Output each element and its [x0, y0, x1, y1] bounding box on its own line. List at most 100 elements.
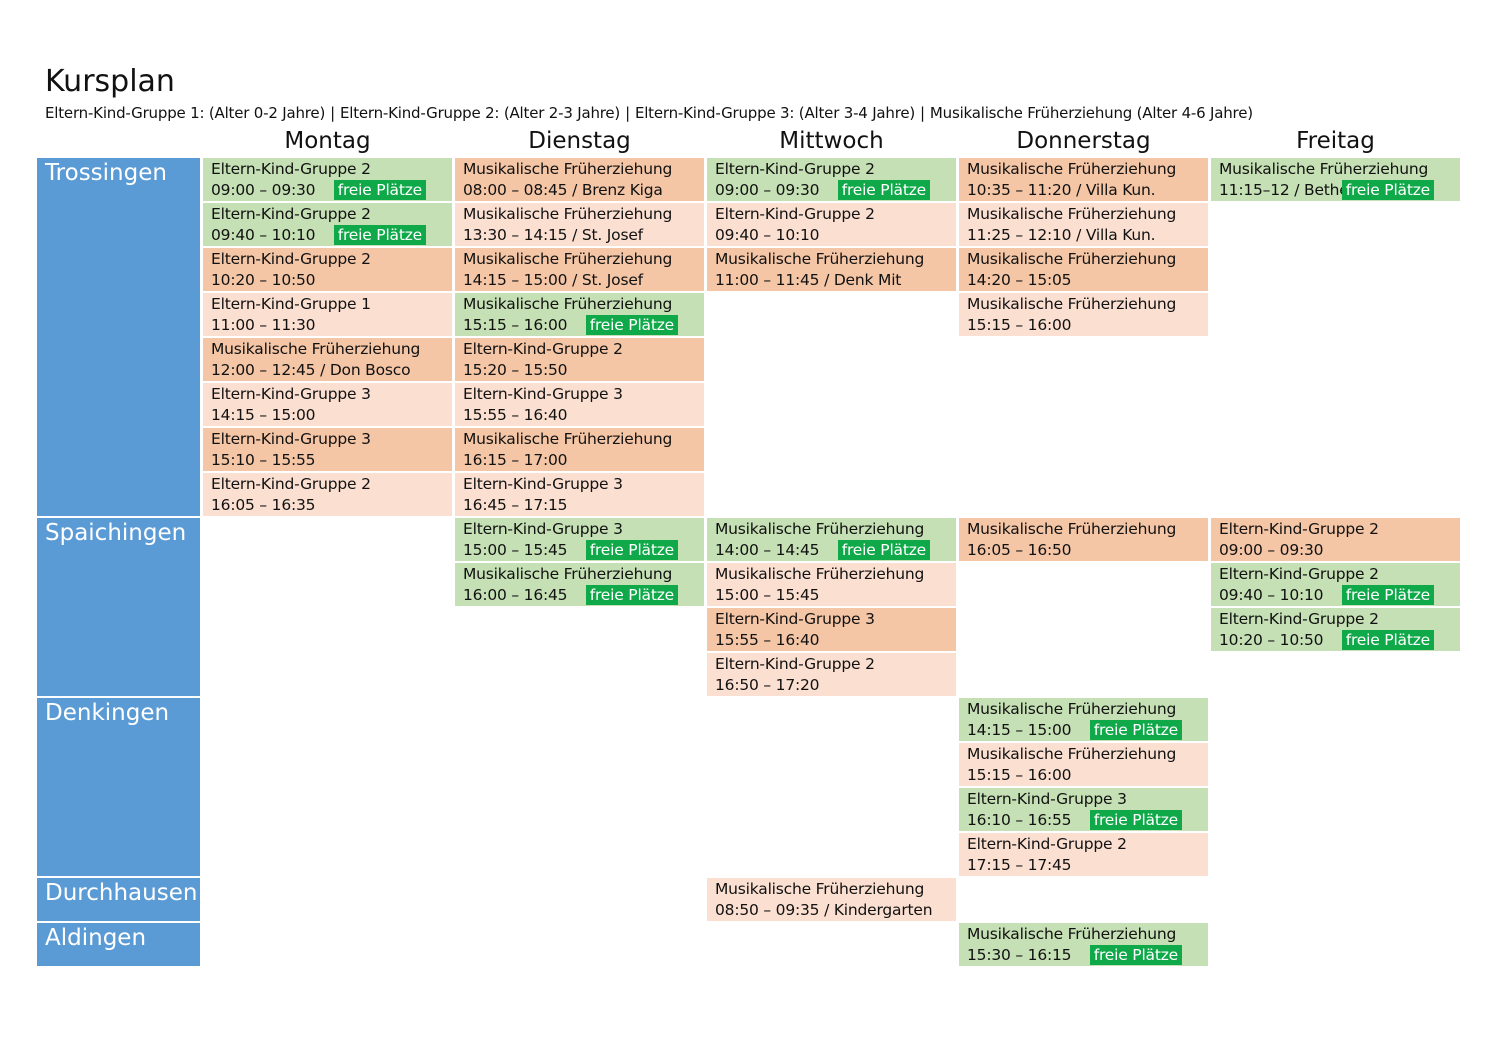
course-title: Eltern-Kind-Gruppe 2 [211, 205, 371, 223]
course-cell: Musikalische Früherziehung 11:00 – 11:45 … [707, 248, 956, 291]
course-cell: Eltern-Kind-Gruppe 3 16:45 – 17:15 [455, 473, 704, 516]
course-title: Musikalische Früherziehung [967, 520, 1177, 538]
course-cell: Eltern-Kind-Gruppe 2 09:00 – 09:30 [1211, 518, 1460, 561]
course-time: 15:20 – 15:50 [463, 361, 568, 379]
course-cell: Eltern-Kind-Gruppe 2 16:05 – 16:35 [203, 473, 452, 516]
course-time: 10:35 – 11:20 / Villa Kun. [967, 181, 1156, 199]
course-cell: Musikalische Früherziehung 10:35 – 11:20 … [959, 158, 1208, 201]
course-title: Musikalische Früherziehung [715, 565, 925, 583]
course-title: Musikalische Früherziehung [967, 700, 1177, 718]
course-title: Musikalische Früherziehung [463, 250, 673, 268]
course-time: 13:30 – 14:15 / St. Josef [463, 226, 643, 244]
course-cell: Musikalische Früherziehung 14:15 – 15:00 f… [959, 698, 1208, 741]
course-time: 10:20 – 10:50 [211, 271, 316, 289]
free-places-badge: freie Plätze [1341, 585, 1434, 605]
course-title: Musikalische Früherziehung [967, 745, 1177, 763]
course-time: 15:15 – 16:00 [967, 316, 1072, 334]
course-cell: Musikalische Früherziehung 11:25 – 12:10 … [959, 203, 1208, 246]
course-cell: Eltern-Kind-Gruppe 3 15:10 – 15:55 [203, 428, 452, 471]
course-time: 09:40 – 10:10 [211, 226, 316, 244]
course-cell: Eltern-Kind-Gruppe 2 10:20 – 10:50 freie P… [1211, 608, 1460, 651]
course-time: 15:10 – 15:55 [211, 451, 316, 469]
course-cell: Musikalische Früherziehung 15:00 – 15:45 [707, 563, 956, 606]
free-places-badge: freie Plätze [1089, 810, 1182, 830]
legend-item: Eltern-Kind-Gruppe 3: (Alter 3-4 Jahre) [634, 104, 916, 122]
course-time: 12:00 – 12:45 / Don Bosco [211, 361, 411, 379]
location-durchhausen: Durchhausen [37, 878, 200, 921]
course-title: Eltern-Kind-Gruppe 3 [463, 385, 623, 403]
free-places-badge: freie Plätze [837, 180, 930, 200]
legend-item: Musikalische Früherziehung (Alter 4-6 Ja… [929, 104, 1253, 122]
legend-separator: | [330, 104, 335, 122]
course-time: 14:00 – 14:45 [715, 541, 820, 559]
course-title: Musikalische Früherziehung [463, 430, 673, 448]
day-header-mittwoch: Mittwoch [779, 128, 884, 154]
course-title: Musikalische Früherziehung [967, 295, 1177, 313]
course-title: Musikalische Früherziehung [463, 160, 673, 178]
course-title: Eltern-Kind-Gruppe 3 [967, 790, 1127, 808]
course-cell: Musikalische Früherziehung 15:15 – 16:00 [959, 293, 1208, 336]
course-cell: Musikalische Früherziehung 14:20 – 15:05 [959, 248, 1208, 291]
course-title: Eltern-Kind-Gruppe 2 [1219, 610, 1379, 628]
course-cell: Musikalische Früherziehung 14:00 – 14:45 f… [707, 518, 956, 561]
free-places-badge: freie Plätze [585, 585, 678, 605]
free-places-badge: freie Plätze [1341, 630, 1434, 650]
course-time: 14:15 – 15:00 [967, 721, 1072, 739]
course-cell: Eltern-Kind-Gruppe 2 16:50 – 17:20 [707, 653, 956, 696]
course-cell: Eltern-Kind-Gruppe 2 09:00 – 09:30 freie P… [203, 158, 452, 201]
location-spaichingen: Spaichingen [37, 518, 200, 696]
course-time: 11:25 – 12:10 / Villa Kun. [967, 226, 1156, 244]
course-time: 14:15 – 15:00 [211, 406, 316, 424]
course-time: 16:50 – 17:20 [715, 676, 820, 694]
day-header-dienstag: Dienstag [528, 128, 631, 154]
course-cell: Eltern-Kind-Gruppe 2 10:20 – 10:50 [203, 248, 452, 291]
course-time: 09:00 – 09:30 [211, 181, 316, 199]
location-trossingen: Trossingen [37, 158, 200, 516]
course-cell: Eltern-Kind-Gruppe 3 16:10 – 16:55 freie P… [959, 788, 1208, 831]
course-cell: Eltern-Kind-Gruppe 3 15:55 – 16:40 [455, 383, 704, 426]
location-aldingen: Aldingen [37, 923, 200, 966]
day-header-donnerstag: Donnerstag [1016, 128, 1151, 154]
location-denkingen: Denkingen [37, 698, 200, 876]
course-title: Musikalische Früherziehung [715, 880, 925, 898]
course-time: 15:00 – 15:45 [463, 541, 568, 559]
course-cell: Eltern-Kind-Gruppe 2 17:15 – 17:45 [959, 833, 1208, 876]
course-cell: Musikalische Früherziehung 14:15 – 15:00 … [455, 248, 704, 291]
course-title: Eltern-Kind-Gruppe 1 [211, 295, 371, 313]
legend-item: Eltern-Kind-Gruppe 2: (Alter 2-3 Jahre) [339, 104, 621, 122]
course-cell: Eltern-Kind-Gruppe 2 09:40 – 10:10 freie P… [203, 203, 452, 246]
course-title: Eltern-Kind-Gruppe 2 [463, 340, 623, 358]
course-time: 15:15 – 16:00 [967, 766, 1072, 784]
course-time: 11:15–12 / Bethel [1219, 181, 1353, 199]
course-title: Musikalische Früherziehung [967, 925, 1177, 943]
course-cell: Eltern-Kind-Gruppe 2 09:00 – 09:30 freie P… [707, 158, 956, 201]
course-cell: Musikalische Früherziehung 11:15–12 / Bet… [1211, 158, 1460, 201]
course-cell: Musikalische Früherziehung 16:15 – 17:00 [455, 428, 704, 471]
course-cell: Musikalische Früherziehung 15:30 – 16:15 f… [959, 923, 1208, 966]
course-cell: Eltern-Kind-Gruppe 3 15:55 – 16:40 [707, 608, 956, 651]
course-cell: Musikalische Früherziehung 08:50 – 09:35 … [707, 878, 956, 921]
page-title: Kursplan [45, 64, 175, 99]
course-title: Eltern-Kind-Gruppe 2 [1219, 565, 1379, 583]
course-title: Musikalische Früherziehung [967, 205, 1177, 223]
day-header-freitag: Freitag [1296, 128, 1375, 154]
course-time: 09:40 – 10:10 [1219, 586, 1324, 604]
course-time: 09:00 – 09:30 [1219, 541, 1324, 559]
course-title: Eltern-Kind-Gruppe 3 [211, 385, 371, 403]
course-time: 15:55 – 16:40 [463, 406, 568, 424]
course-time: 16:05 – 16:35 [211, 496, 316, 514]
course-time: 15:00 – 15:45 [715, 586, 820, 604]
course-time: 17:15 – 17:45 [967, 856, 1072, 874]
course-title: Musikalische Früherziehung [211, 340, 421, 358]
course-cell: Musikalische Früherziehung 16:00 – 16:45 f… [455, 563, 704, 606]
course-cell: Eltern-Kind-Gruppe 3 15:00 – 15:45 freie P… [455, 518, 704, 561]
course-title: Eltern-Kind-Gruppe 2 [715, 205, 875, 223]
course-cell: Musikalische Früherziehung 08:00 – 08:45 … [455, 158, 704, 201]
course-title: Eltern-Kind-Gruppe 3 [715, 610, 875, 628]
course-time: 16:15 – 17:00 [463, 451, 568, 469]
free-places-badge: freie Plätze [585, 540, 678, 560]
course-title: Musikalische Früherziehung [463, 295, 673, 313]
course-title: Musikalische Früherziehung [715, 520, 925, 538]
course-title: Eltern-Kind-Gruppe 2 [715, 655, 875, 673]
course-cell: Eltern-Kind-Gruppe 2 09:40 – 10:10 freie P… [1211, 563, 1460, 606]
